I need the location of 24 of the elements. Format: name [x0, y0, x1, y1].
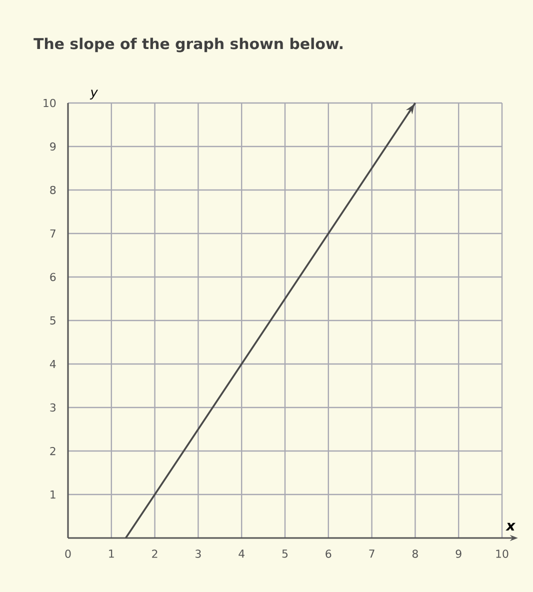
y-tick-label: 2: [50, 446, 56, 456]
y-tick-label: 4: [50, 360, 56, 368]
x-tick-label: 1: [109, 550, 114, 558]
x-tick-label: 7: [369, 550, 374, 558]
x-tick-label: 9: [456, 550, 462, 558]
y-tick-label: 5: [50, 316, 56, 325]
y-tick-label: 3: [50, 403, 56, 412]
x-tick-label: 3: [196, 550, 201, 558]
y-axis-title: y: [90, 90, 98, 100]
x-tick-label: 2: [152, 550, 158, 558]
y-tick-label: 6: [50, 272, 56, 282]
y-tick-label: 10: [44, 98, 56, 108]
x-tick-label: 6: [326, 550, 332, 558]
y-tick-label: 7: [50, 230, 56, 238]
y-tick-label: 9: [50, 142, 56, 151]
x-tick-label: 10: [496, 550, 508, 558]
x-tick-label: 4: [238, 550, 244, 558]
y-tick-label: 1: [50, 490, 56, 498]
x-tick-label: 8: [412, 550, 418, 558]
x-tick-label: 5: [282, 550, 288, 558]
y-tick-label: 8: [50, 186, 56, 194]
x-axis-title: x: [506, 522, 516, 530]
chart-title: The slope of the graph shown below.: [34, 38, 342, 52]
x-tick-label: 0: [65, 550, 71, 558]
